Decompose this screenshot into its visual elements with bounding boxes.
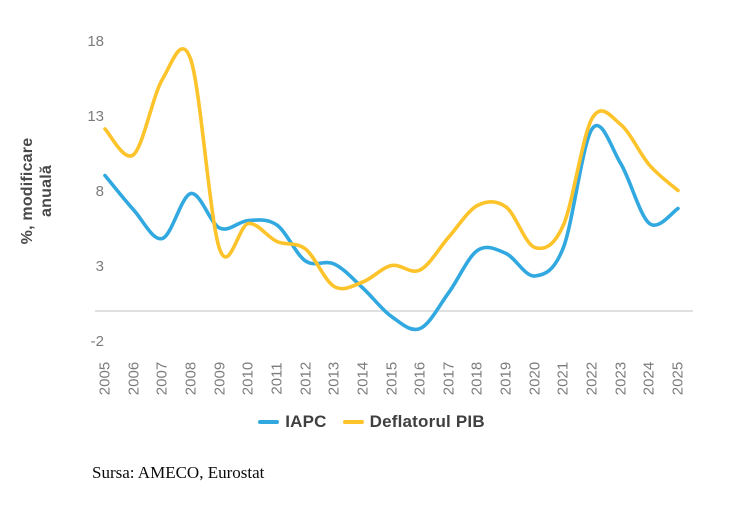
legend-line-swatch-icon [258, 420, 280, 424]
x-tick-label: 2014 [354, 361, 372, 396]
legend-label: IAPC [285, 412, 327, 431]
x-tick-label: 2016 [411, 361, 429, 396]
x-tick-label: 2021 [554, 361, 572, 396]
source-caption: Sursa: AMECO, Eurostat [92, 463, 265, 482]
x-tick-label: 2015 [383, 361, 400, 396]
x-tick-label: 2009 [211, 361, 229, 396]
y-tick-label: 13 [87, 108, 104, 125]
x-tick-label: 2020 [526, 361, 544, 396]
x-tick-label: 2024 [640, 361, 658, 396]
y-tick-label: 18 [87, 33, 104, 50]
chart-legend: IAPC Deflatorul PIB [0, 409, 743, 435]
y-tick-label: 8 [95, 183, 104, 200]
y-axis-title: %, modificare anuală [18, 81, 58, 301]
x-tick-label: 2023 [612, 361, 630, 396]
legend-item: Deflatorul PIB [342, 412, 485, 432]
x-tick-label: 2008 [182, 361, 200, 396]
y-axis-title-line1: %, modificare [19, 137, 36, 245]
legend-label: Deflatorul PIB [369, 412, 485, 431]
line-chart: %, modificare anuală 18 13 8 3 -2 2005 2006 20… [0, 33, 743, 435]
legend-line-swatch-icon [342, 420, 364, 424]
y-tick-label: 3 [95, 258, 104, 275]
x-tick-label: 2005 [96, 361, 114, 396]
x-tick-label: 2017 [440, 361, 458, 396]
x-tick-label: 2019 [497, 361, 515, 396]
line-chart-svg [95, 47, 693, 332]
legend-item: IAPC [258, 412, 326, 432]
x-tick-label: 2022 [583, 361, 601, 396]
series-line-deflator [103, 47, 680, 291]
x-tick-label: 2007 [153, 361, 171, 396]
x-tick-label: 2012 [297, 361, 315, 396]
x-tick-label: 2025 [669, 361, 687, 396]
x-tick-label: 2013 [325, 361, 343, 396]
x-tick-label: 2011 [268, 362, 286, 395]
series-line-iapc [103, 124, 680, 332]
y-axis-title-line2: anuală [38, 165, 55, 217]
x-tick-label: 2010 [239, 361, 257, 396]
x-tick-label: 2006 [125, 361, 143, 396]
y-tick-label: -2 [90, 333, 104, 350]
x-tick-label: 2018 [468, 361, 486, 396]
